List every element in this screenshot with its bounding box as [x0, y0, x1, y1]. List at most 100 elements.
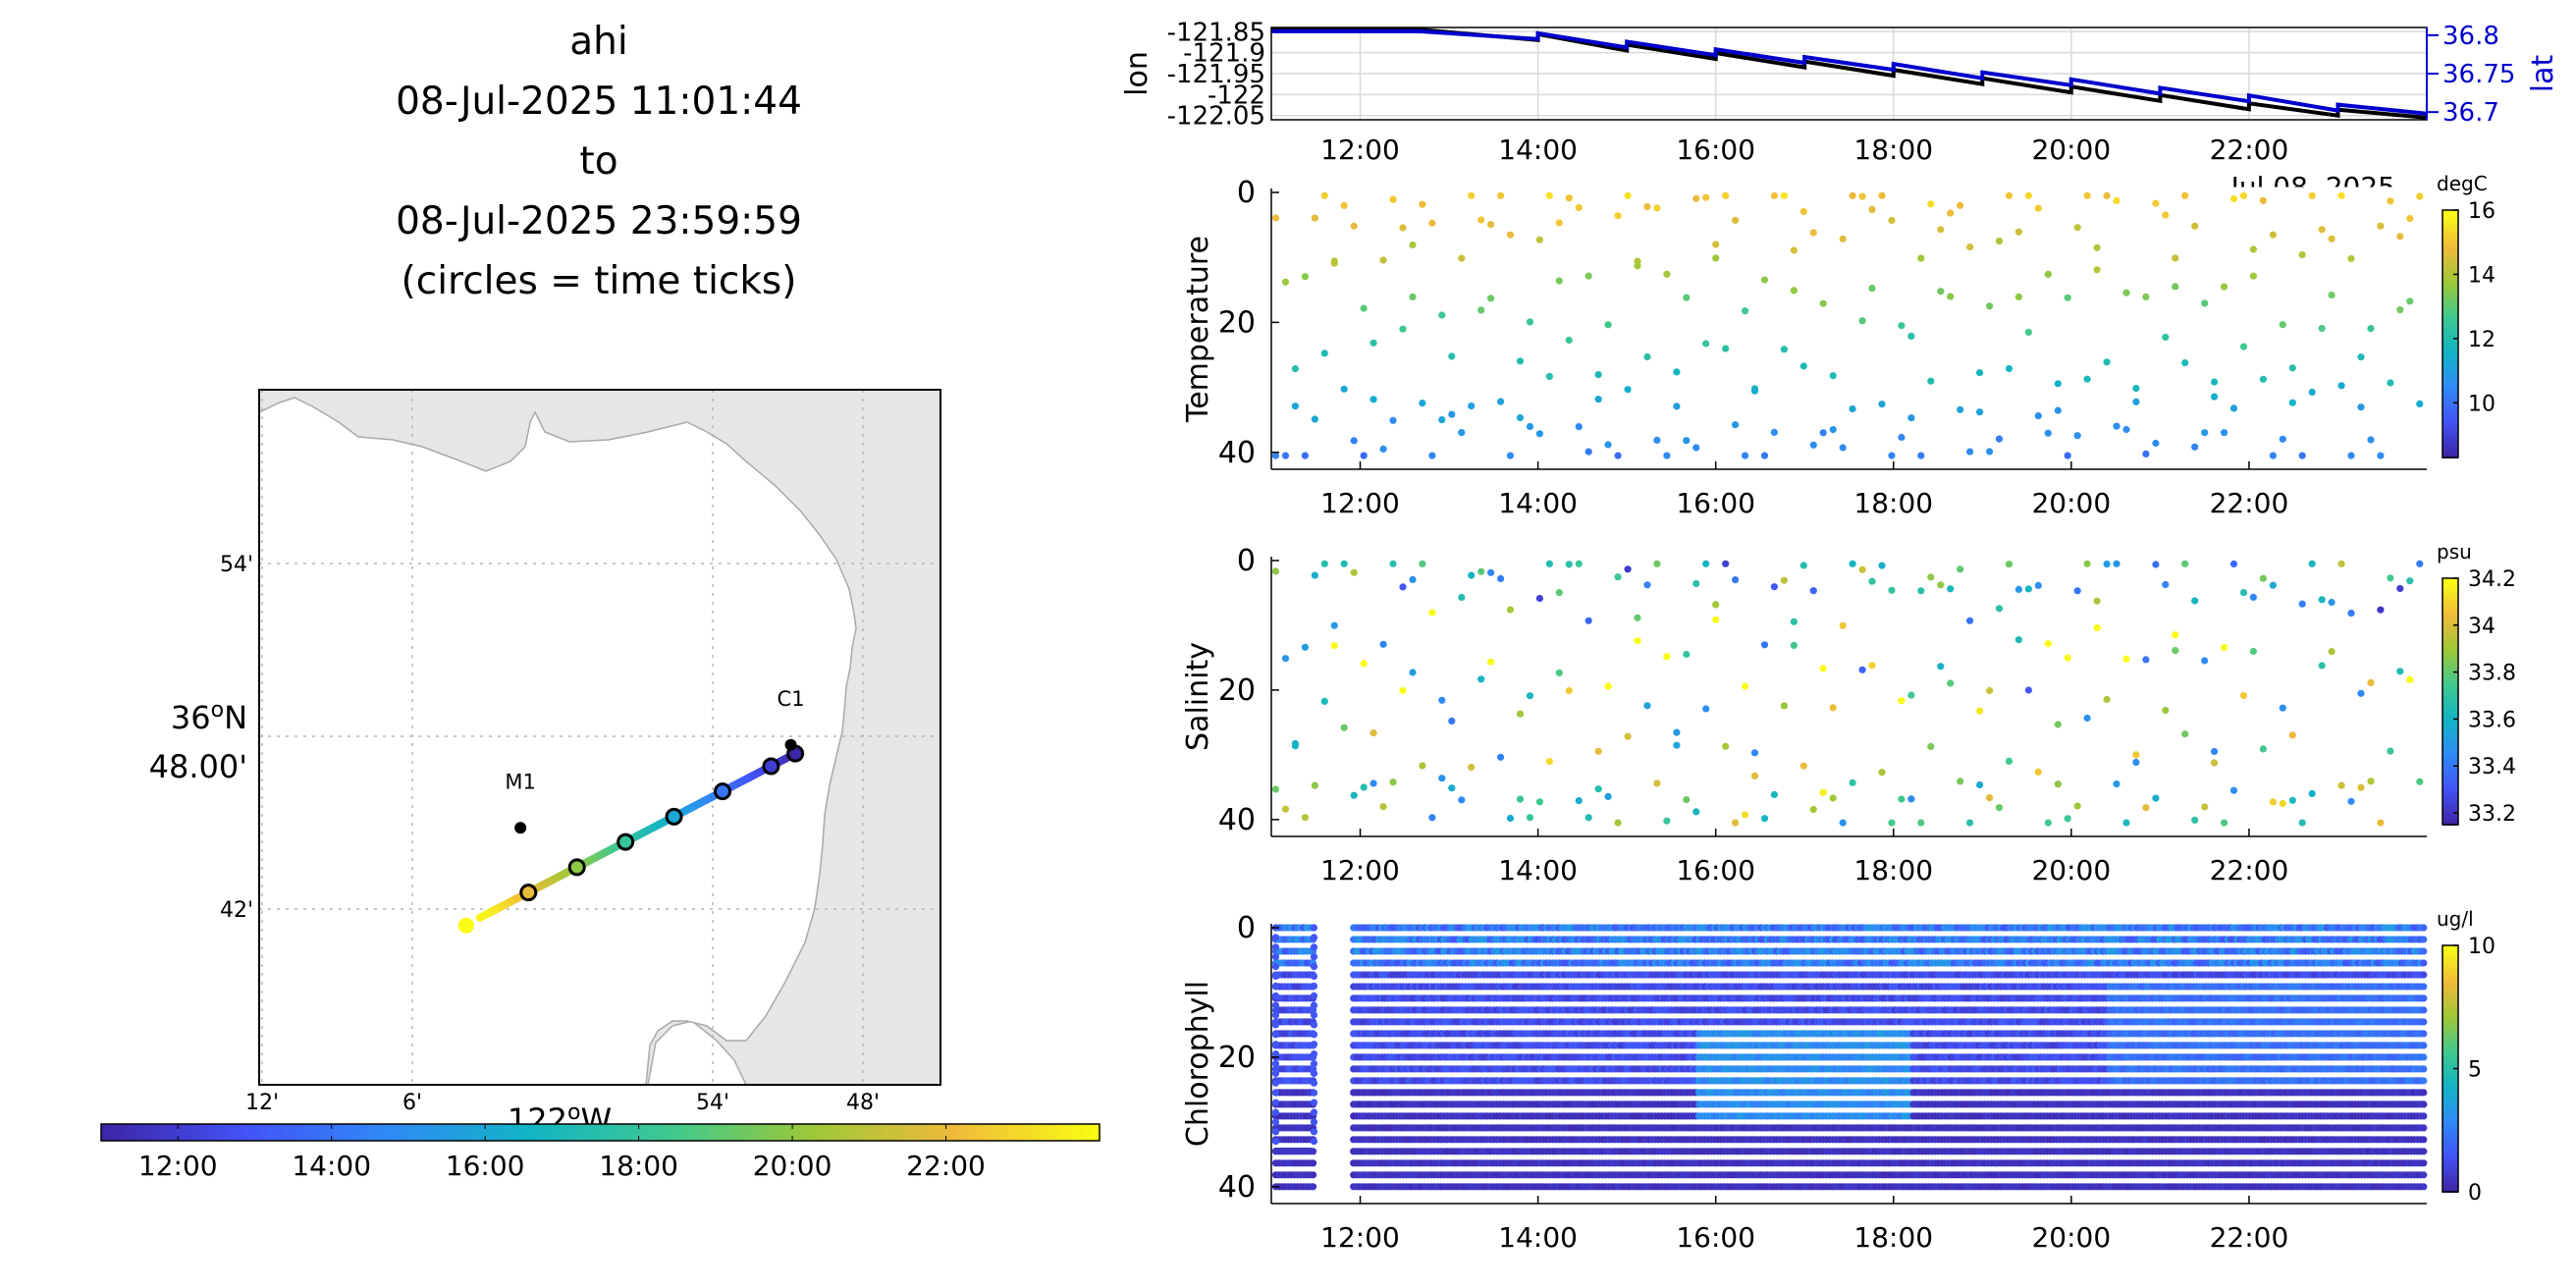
data-point — [1350, 791, 1358, 799]
data-point — [2406, 675, 2414, 684]
data-point — [2229, 194, 2238, 203]
colorbar-swatch — [2442, 246, 2458, 252]
data-point — [1790, 641, 1798, 650]
data-point — [1643, 702, 1651, 710]
data-point — [1545, 191, 1553, 199]
data-point — [1428, 452, 1436, 459]
data-point — [2132, 758, 2140, 767]
colorbar-tick-label: 18:00 — [599, 1150, 678, 1182]
degree-symbol: o — [211, 698, 224, 723]
data-point — [1575, 423, 1583, 431]
data-point — [1458, 593, 1466, 602]
data-point — [1653, 779, 1661, 787]
colorbar-swatch — [983, 1124, 993, 1141]
x-tick-label: 12:00 — [1320, 487, 1400, 519]
data-point — [1829, 794, 1837, 802]
data-point — [2191, 222, 2199, 230]
data-point — [1907, 332, 1915, 340]
data-point — [1809, 587, 1817, 595]
colorbar-swatch — [2442, 759, 2458, 765]
data-point — [1555, 589, 1563, 597]
data-point — [1555, 277, 1563, 285]
data-point — [1320, 191, 1328, 199]
colorbar-swatch — [2442, 210, 2458, 216]
colorbar-tick-label: 14 — [2468, 263, 2496, 288]
data-point — [1712, 241, 1720, 248]
data-point — [1868, 205, 1876, 213]
lon-tick-label: 6' — [402, 1091, 422, 1115]
colorbar-swatch — [375, 1124, 386, 1141]
data-point — [2396, 668, 2404, 675]
colorbar-swatch — [2442, 775, 2458, 780]
time-tick-circle — [714, 782, 732, 801]
colorbar-swatch — [1033, 1124, 1043, 1141]
data-point — [1976, 408, 1984, 416]
colorbar-swatch — [2442, 738, 2458, 744]
data-point — [2279, 321, 2286, 329]
data-point — [2083, 375, 2091, 383]
data-point — [1448, 784, 1456, 792]
colorbar-swatch — [2442, 441, 2458, 447]
colorbar-swatch — [2442, 354, 2458, 360]
data-point — [1868, 285, 1876, 293]
colorbar-swatch — [2442, 643, 2458, 650]
colorbar-unit-label: psu — [2437, 540, 2472, 564]
data-point — [2152, 199, 2160, 207]
colorbar-swatch — [308, 1124, 319, 1141]
lon-tick-label: 54' — [696, 1091, 729, 1115]
data-point — [1917, 254, 1925, 262]
y-tick-label: 40 — [1218, 436, 1256, 470]
data-point — [2229, 786, 2238, 794]
colorbar-swatch — [925, 1124, 935, 1141]
colorbar-swatch — [2442, 714, 2458, 720]
colorbar-swatch — [2442, 820, 2458, 826]
colorbar-swatch — [475, 1124, 485, 1141]
data-point — [2288, 399, 2296, 406]
data-point — [1702, 560, 1710, 567]
colorbar-swatch — [750, 1124, 760, 1141]
data-point — [1878, 191, 1886, 199]
colorbar-swatch — [908, 1124, 918, 1141]
data-point — [2191, 816, 2199, 825]
data-point — [2113, 196, 2120, 204]
data-point — [2064, 294, 2071, 301]
data-point — [1849, 404, 1856, 413]
data-point — [1311, 415, 1318, 423]
data-point — [1281, 452, 1290, 459]
data-point — [1849, 191, 1856, 199]
data-point — [2396, 306, 2404, 314]
colorbar-swatch — [325, 1124, 336, 1141]
data-point — [2005, 364, 2013, 373]
colorbar-swatch — [2442, 799, 2458, 806]
colorbar-swatch — [516, 1124, 527, 1141]
data-point — [1516, 710, 1525, 718]
colorbar-swatch — [2442, 329, 2458, 335]
data-point — [1330, 259, 1338, 267]
data-point — [2357, 353, 2365, 361]
data-point — [1575, 797, 1583, 805]
data-point — [1281, 655, 1290, 663]
data-point — [2005, 191, 2013, 199]
data-point — [2416, 192, 2424, 200]
data-point — [2298, 600, 2306, 608]
data-point — [2387, 747, 2394, 755]
colorbar-swatch — [2442, 729, 2458, 735]
data-point — [2142, 450, 2150, 457]
colorbar-swatch — [334, 1124, 344, 1141]
data-point — [2239, 343, 2248, 350]
colorbar-swatch — [101, 1124, 111, 1141]
colorbar-swatch — [109, 1124, 119, 1141]
lon-tick-label: 12' — [245, 1091, 279, 1115]
title-line-5: (circles = time ticks) — [402, 259, 797, 303]
data-point — [1369, 779, 1377, 787]
data-point — [1545, 758, 1553, 766]
colorbar-swatch — [1066, 1124, 1076, 1141]
colorbar-swatch — [899, 1124, 910, 1141]
data-point — [1350, 437, 1358, 445]
data-point — [1350, 222, 1358, 230]
colorbar-swatch — [592, 1124, 602, 1141]
y-axis-label: lon — [1120, 51, 1154, 96]
data-point — [2337, 382, 2345, 390]
data-point — [2172, 631, 2179, 639]
colorbar-swatch — [2442, 346, 2458, 351]
